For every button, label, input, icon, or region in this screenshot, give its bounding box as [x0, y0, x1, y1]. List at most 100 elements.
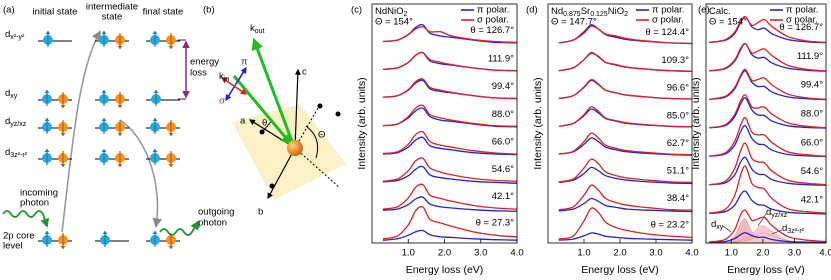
spin-arrow-head [117, 133, 123, 136]
sigma-spectrum [382, 104, 518, 127]
legend-label: σ polar. [786, 15, 818, 26]
component-label-base: d [711, 219, 716, 230]
sigma-spectrum [382, 26, 518, 44]
angle-label: 85.0° [667, 110, 689, 121]
chart-title-part: NdNiO [375, 6, 404, 17]
sample-atom [287, 140, 303, 156]
spin-arrow-head [152, 31, 158, 34]
pi-spectrum [558, 197, 693, 213]
sigma-spectrum [382, 205, 518, 240]
panel-a: energy loss incoming photon outgoing pho… [2, 2, 234, 252]
axis-label: a [240, 116, 246, 127]
orbital-label-base: d [5, 29, 10, 40]
spin-arrow-head [101, 118, 107, 121]
angle-label: 88.0° [801, 108, 823, 119]
outgoing-label: photon [198, 218, 227, 229]
sigma-spectrum [558, 184, 693, 211]
x-tick-label: 2.0 [438, 248, 451, 259]
k-in-label: kin [219, 71, 229, 83]
sigma-spectrum [709, 94, 827, 129]
panel-label: (a) [3, 5, 15, 16]
legend-label: π polar. [652, 5, 684, 16]
component-leader [722, 225, 732, 233]
spin-arrow-head [101, 31, 107, 34]
chart-title-part: Sr [581, 6, 591, 17]
orbital-label: dyz/xz [5, 116, 27, 128]
k-out-base: k [250, 23, 255, 34]
incoming-label: photon [20, 198, 49, 209]
component-label-sub: xy [716, 224, 724, 231]
spin-arrow-head [60, 105, 66, 108]
component-label: d3z²-r² [782, 223, 805, 235]
k-in-sub: in [224, 76, 230, 83]
chart-title: Nd0.875Sr0.125NiO2 [551, 6, 628, 18]
legend-label: σ polar. [652, 15, 684, 26]
chart-title-part: Calc. [709, 6, 731, 17]
Theta-label: Θ [318, 130, 325, 141]
pi-spectrum [382, 196, 518, 212]
atom [269, 183, 275, 189]
column-header: state [102, 12, 123, 23]
component-label-base: d [782, 223, 787, 234]
chart: θ = 126.7° 111.9° 99.4° 88.0° 66.0° 54.6° 42.1… [356, 3, 524, 276]
sigma-spectrum [382, 78, 518, 100]
spin-arrow-head [152, 231, 158, 234]
pi-spectrum [382, 165, 518, 184]
spin-arrow-head [102, 231, 108, 234]
chart-title-part: 2 [624, 11, 628, 18]
sigma-spectrum [558, 78, 693, 100]
pi-spectrum [709, 16, 827, 44]
sigma-spectrum [709, 16, 827, 44]
component-label-base: d [766, 207, 771, 218]
chart-subtitle: Θ = 147.7° [551, 17, 597, 28]
pi-spectrum [558, 137, 693, 156]
sigma-spectrum [382, 130, 518, 155]
pi-spectrum [709, 70, 827, 101]
panel-label: (b) [203, 5, 215, 16]
x-tick-label: 2.0 [613, 248, 626, 259]
angle-label: 51.1° [667, 166, 689, 177]
sigma-spectrum [382, 51, 518, 72]
x-tick-label: 4.0 [685, 248, 698, 259]
chart-title: Calc. [709, 6, 731, 17]
atom [317, 103, 323, 109]
x-tick-label: 4.0 [819, 248, 831, 259]
axis-label: c [302, 67, 307, 78]
pi-label: π [241, 57, 248, 68]
pi-spectrum [382, 136, 518, 156]
pi-spectrum [709, 156, 827, 186]
sigma-spectrum [382, 157, 518, 182]
spin-arrow-head [168, 46, 174, 49]
panel-label: (d) [526, 5, 538, 16]
angle-label: θ = 23.2° [651, 220, 690, 231]
c-axis [294, 68, 301, 149]
k-out-sub: out [255, 28, 265, 35]
legend-label: π polar. [477, 5, 509, 16]
sigma-spectrum [709, 116, 827, 157]
sigma-spectrum [709, 165, 827, 214]
k-in-base: k [219, 71, 224, 82]
atom [259, 129, 265, 135]
chart-title-part: 2 [404, 11, 408, 18]
spin-arrow-head [168, 133, 174, 136]
sigma-spectrum [558, 132, 693, 156]
k-out-label: kout [250, 23, 265, 35]
orbital-label-sub: xy [10, 93, 18, 100]
sigma-spectrum [709, 209, 827, 243]
outgoing-label: outgoing [198, 207, 234, 218]
orbital-label-base: d [5, 116, 10, 127]
sigma-spectrum [558, 207, 693, 240]
component-leader [757, 213, 767, 227]
orbital-label-base: d [5, 88, 10, 99]
spin-arrow-head [44, 231, 50, 234]
plot-frame [547, 3, 693, 244]
spin-arrow-head [60, 246, 66, 249]
x-tick-label: 3.0 [788, 248, 801, 259]
angle-label: 88.0° [492, 109, 514, 120]
angle-label: 99.4° [492, 81, 514, 92]
pi-spectrum [709, 97, 827, 129]
column-header: initial state [33, 7, 78, 18]
spin-arrow-head [44, 118, 50, 121]
angle-label: 62.7° [667, 138, 689, 149]
